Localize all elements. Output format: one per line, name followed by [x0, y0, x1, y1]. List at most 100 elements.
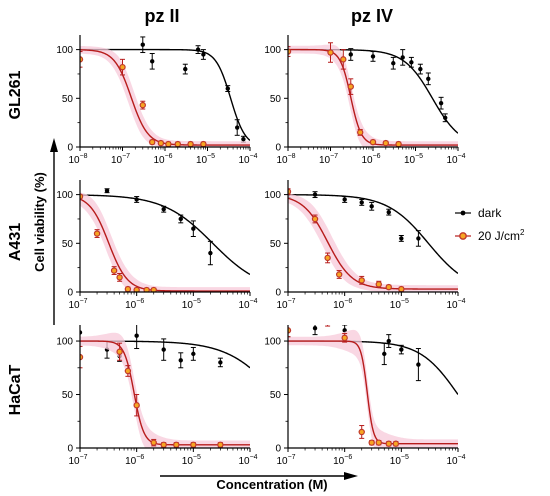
x-tick-label-exponent: −4: [458, 298, 466, 305]
plot-area: [288, 188, 458, 292]
data-point-dark: [426, 76, 431, 82]
x-tick-label: 10−7: [68, 454, 87, 467]
y-tick-label: 100: [264, 337, 281, 348]
legend-label-irradiated-text: 20 J/cm: [478, 229, 520, 243]
data-point-irradiated: [324, 254, 331, 262]
data-point-dark: [134, 333, 139, 338]
x-axis-title: Concentration (M): [216, 477, 327, 492]
x-tick-label-exponent: −6: [344, 454, 352, 461]
x-tick-label-base: 10: [111, 155, 123, 166]
y-tick-label: 0: [67, 143, 73, 154]
x-tick-label: 10−6: [125, 298, 144, 311]
x-tick-label-exponent: −7: [288, 298, 296, 305]
plot-area: [80, 325, 250, 448]
y-tick-label: 50: [270, 239, 282, 250]
data-point-irradiated: [358, 277, 365, 284]
data-point-irradiated: [327, 49, 334, 56]
x-tick-label-exponent: −5: [401, 454, 409, 461]
data-point-irradiated: [347, 83, 354, 90]
data-point-irradiated: [288, 48, 292, 55]
data-point-dark: [369, 204, 374, 209]
data-point-irradiated: [395, 140, 402, 147]
legend-label-irradiated: 20 J/cm2: [478, 228, 525, 243]
x-tick-label-exponent: −7: [80, 298, 88, 305]
x-tick-label: 10−6: [361, 153, 380, 166]
data-point-dark: [416, 362, 421, 367]
x-tick-label-exponent: −6: [136, 454, 144, 461]
data-point-irradiated: [200, 140, 207, 147]
x-tick-label-exponent: −4: [458, 153, 466, 160]
x-tick-label-base: 10: [446, 456, 458, 467]
data-point-irradiated: [149, 138, 156, 146]
x-tick-label: 10−4: [238, 454, 257, 467]
x-tick-label-exponent: −5: [207, 153, 215, 160]
data-point-dark: [195, 47, 201, 52]
legend-label-irradiated-sup: 2: [520, 228, 525, 237]
x-tick-label: 10−7: [276, 454, 295, 467]
x-tick-label-exponent: −7: [122, 153, 130, 160]
x-tick-label: 10−5: [404, 153, 423, 166]
row-title-hacat: HaCaT: [7, 364, 24, 415]
x-tick-label: 10−8: [276, 153, 295, 166]
x-tick-label-exponent: −5: [401, 298, 409, 305]
data-point-irradiated: [341, 334, 348, 342]
x-tick-label-base: 10: [361, 155, 373, 166]
y-tick-label: 50: [62, 94, 74, 105]
plot-area: [288, 319, 458, 448]
column-title-pz-iv: pz IV: [351, 6, 393, 26]
data-point-irradiated: [398, 285, 405, 292]
x-tick-label-exponent: −5: [193, 454, 201, 461]
data-point-irradiated: [133, 286, 140, 292]
x-tick-label: 10−4: [446, 153, 465, 166]
data-point-dark: [386, 338, 391, 344]
data-point-irradiated: [150, 439, 157, 446]
data-point-irradiated: [160, 441, 167, 448]
x-tick-label-base: 10: [68, 155, 80, 166]
data-point-irradiated: [311, 215, 319, 223]
x-tick-label-base: 10: [238, 300, 250, 311]
y-tick-label: 100: [56, 45, 73, 56]
data-point-dark: [382, 351, 387, 357]
x-tick-label-exponent: −7: [80, 454, 88, 461]
data-point-irradiated: [173, 441, 180, 448]
fit-curve-dark: [288, 48, 458, 134]
x-tick-label-base: 10: [238, 155, 250, 166]
data-point-dark: [409, 60, 414, 65]
x-tick-label: 10−4: [446, 298, 465, 311]
data-point-irradiated: [143, 286, 150, 292]
confidence-band-irradiated: [288, 193, 458, 292]
data-point-dark: [386, 209, 391, 215]
x-tick-label-exponent: −8: [80, 153, 88, 160]
row-title-a431: A431: [7, 223, 24, 261]
data-point-irradiated: [325, 319, 330, 324]
x-tick-label: 10−6: [333, 298, 352, 311]
x-tick-label-base: 10: [68, 456, 80, 467]
data-point-irradiated: [174, 140, 181, 147]
data-point-dark: [191, 226, 196, 231]
data-point-irradiated: [335, 271, 343, 278]
x-tick-label-base: 10: [276, 456, 288, 467]
data-point-dark: [241, 137, 246, 142]
x-tick-label: 10−5: [182, 298, 201, 311]
data-point-dark: [225, 86, 230, 91]
x-tick-label: 10−6: [333, 454, 352, 467]
data-point-irradiated: [369, 138, 377, 146]
confidence-band-irradiated: [80, 192, 250, 292]
x-tick-label-base: 10: [276, 300, 288, 311]
legend-label-dark: dark: [478, 206, 502, 220]
data-point-irradiated: [340, 56, 347, 63]
y-tick-label: 50: [270, 94, 282, 105]
x-tick-label-base: 10: [196, 155, 208, 166]
data-point-irradiated: [385, 440, 392, 447]
x-tick-label-base: 10: [390, 456, 402, 467]
column-title-pz-ii: pz II: [145, 6, 180, 26]
data-point-dark: [201, 52, 206, 57]
data-point-dark: [161, 207, 166, 212]
fit-curve-irradiated: [80, 49, 250, 146]
x-tick-label-exponent: −4: [458, 454, 466, 461]
data-point-dark: [312, 192, 318, 197]
x-tick-label-exponent: −4: [250, 298, 258, 305]
